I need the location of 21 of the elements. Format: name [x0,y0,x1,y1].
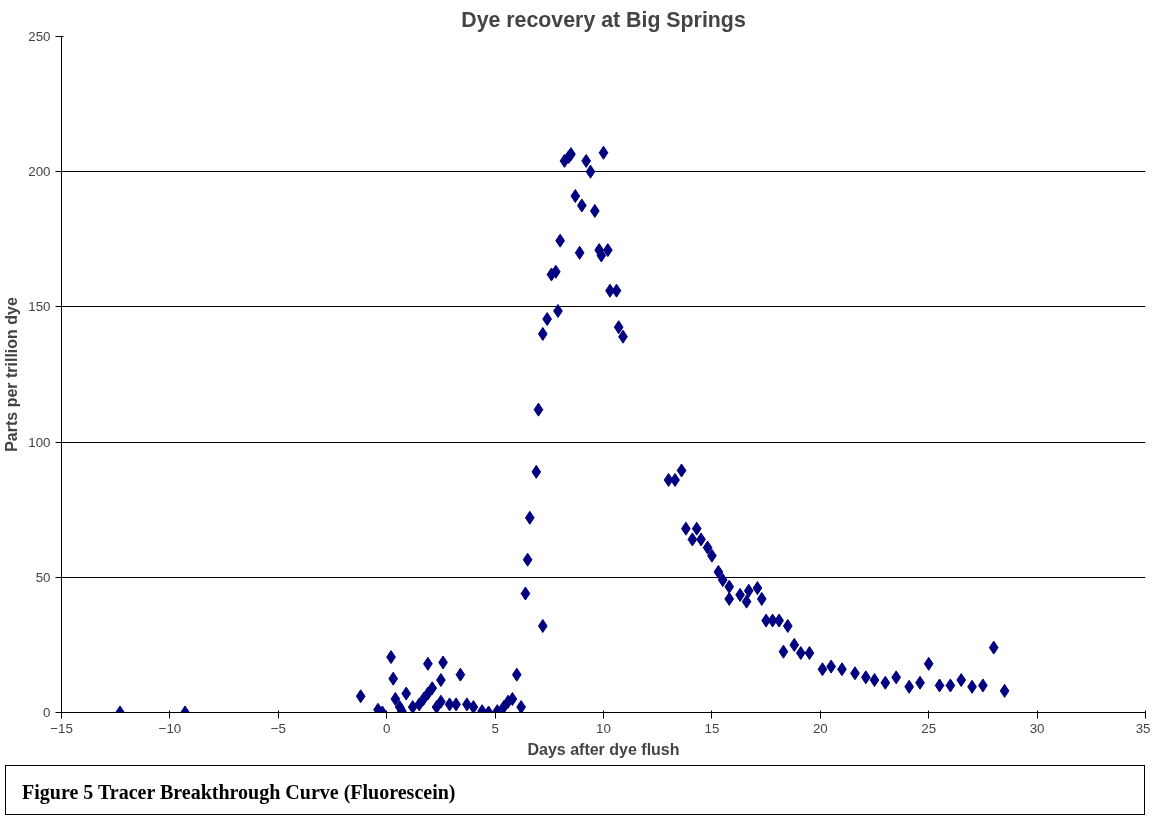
x-tick-label: 10 [596,720,611,736]
x-axis-title: Days after dye flush [527,740,680,758]
y-tick-label: 250 [28,29,51,44]
x-tick-label: −5 [270,720,286,736]
y-tick-label: 0 [43,705,51,720]
caption: Figure 5 Tracer Breakthrough Curve (Fluorescein) [22,780,456,806]
x-tick-label: 25 [921,720,937,736]
x-tick-label: 0 [382,720,391,736]
y-axis-title: Parts per trillion dye [3,297,21,452]
y-tick-label: 200 [28,164,51,180]
chart-title: Dye recovery at Big Springs [461,7,746,32]
y-tick-label: 150 [28,299,51,315]
x-tick-label: 15 [704,720,720,736]
x-tick-label: 30 [1029,720,1045,736]
x-tick-label: −15 [50,720,73,736]
y-tick-label: 50 [35,569,51,585]
x-tick-label: −10 [158,720,182,736]
y-tick-label: 100 [28,434,51,450]
x-tick-label: 20 [812,720,828,736]
x-tick-label: 35 [1135,720,1151,736]
x-tick-label: 5 [491,720,499,736]
